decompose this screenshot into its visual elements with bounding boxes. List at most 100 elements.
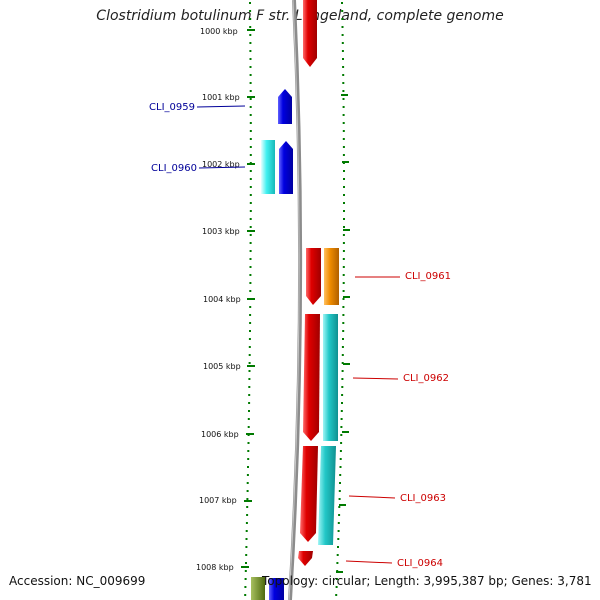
gene-arrow-cli-0959 — [278, 89, 292, 124]
track-dot — [341, 362, 344, 364]
track-dot — [342, 338, 344, 340]
track-dot — [249, 82, 252, 84]
track-dot — [245, 554, 248, 556]
tick-label: 1006 kbp — [201, 430, 239, 439]
track-dot — [248, 378, 251, 380]
track-dot — [249, 98, 252, 100]
track-dot — [249, 266, 252, 268]
track-dot — [249, 210, 252, 212]
track-dot — [245, 562, 247, 564]
track-dot — [337, 538, 340, 540]
track-dot — [339, 458, 342, 460]
track-dot — [248, 402, 251, 404]
track-dot — [338, 514, 341, 516]
track-dot — [341, 10, 344, 12]
track-dot — [342, 234, 345, 236]
track-dot — [342, 138, 345, 140]
track-dot — [247, 458, 250, 460]
track-dot — [342, 290, 345, 292]
leader-line-cli-0964 — [345, 560, 393, 564]
track-dot — [338, 490, 341, 492]
olive-feature-partial — [251, 577, 265, 600]
track-dot — [249, 106, 252, 108]
track-dot — [247, 466, 249, 468]
track-dot — [342, 258, 345, 260]
track-dot — [341, 386, 344, 388]
track-dot — [337, 522, 340, 524]
gene-label-cli-0963[interactable]: CLI_0963 — [400, 493, 446, 504]
track-dot — [342, 58, 344, 60]
track-dot — [249, 34, 252, 36]
track-dot — [248, 410, 250, 412]
track-dot — [342, 114, 345, 116]
track-dot — [341, 402, 343, 404]
leader-line-cli-0960 — [198, 166, 246, 169]
track-dot — [247, 418, 250, 420]
track-dot — [249, 74, 252, 76]
track-dot — [343, 178, 345, 180]
track-dot — [342, 242, 345, 244]
track-dot — [244, 578, 247, 580]
track-dot — [249, 322, 252, 324]
track-dot — [249, 170, 252, 172]
track-dot — [335, 578, 338, 580]
track-dot — [249, 42, 252, 44]
track-dot — [342, 274, 345, 276]
track-dot — [341, 42, 344, 44]
track-dot — [341, 34, 344, 36]
tick-label: 1008 kbp — [196, 563, 234, 572]
track-dot — [249, 282, 252, 284]
gene-label-cli-0964[interactable]: CLI_0964 — [397, 558, 443, 569]
track-dot — [249, 330, 251, 332]
track-dot — [249, 138, 252, 140]
track-dot — [343, 226, 345, 228]
track-dot — [249, 242, 252, 244]
gene-label-cli-0961[interactable]: CLI_0961 — [405, 271, 451, 282]
track-dot — [249, 306, 252, 308]
track-dot — [249, 26, 252, 28]
track-dot — [244, 594, 247, 596]
track-dot — [249, 50, 252, 52]
gene-arrow-cli-0962 — [303, 314, 320, 441]
track-dot — [246, 474, 249, 476]
track-dot — [341, 354, 344, 356]
track-dot — [342, 266, 345, 268]
track-dot — [245, 546, 248, 548]
track-dot — [342, 154, 345, 156]
track-dot — [249, 258, 252, 260]
track-dot — [337, 546, 339, 548]
track-dot — [249, 186, 252, 188]
track-dot — [342, 90, 345, 92]
track-dot — [247, 442, 250, 444]
track-dot — [339, 482, 341, 484]
track-dot — [249, 218, 252, 220]
track-dot — [246, 482, 249, 484]
track-dot — [341, 346, 344, 348]
gene-label-cli-0960[interactable]: CLI_0960 — [151, 163, 197, 174]
track-dot — [246, 490, 249, 492]
inner-dotted-track — [244, 2, 252, 596]
track-dot — [336, 554, 339, 556]
genome-backbone — [288, 0, 303, 600]
track-dot — [247, 450, 250, 452]
gene-arrow-cli-0964 — [298, 551, 313, 566]
track-dot — [248, 338, 251, 340]
track-dot — [341, 370, 344, 372]
track-dot — [248, 362, 251, 364]
track-dot — [340, 426, 343, 428]
cyan-feature-cli-0963 — [318, 446, 336, 545]
track-dot — [343, 210, 345, 212]
orange-feature-cli-0961 — [324, 248, 339, 305]
track-dot — [342, 282, 345, 284]
track-dot — [343, 218, 345, 220]
track-dot — [249, 130, 252, 132]
track-dot — [249, 146, 252, 148]
track-dot — [342, 330, 345, 332]
gene-arrow-cli-0961 — [306, 248, 321, 305]
gene-label-cli-0959[interactable]: CLI_0959 — [149, 102, 195, 113]
track-dot — [246, 514, 249, 516]
gene-arrow-cli-0963 — [300, 446, 318, 542]
track-dot — [248, 394, 251, 396]
gene-label-cli-0962[interactable]: CLI_0962 — [403, 373, 449, 384]
